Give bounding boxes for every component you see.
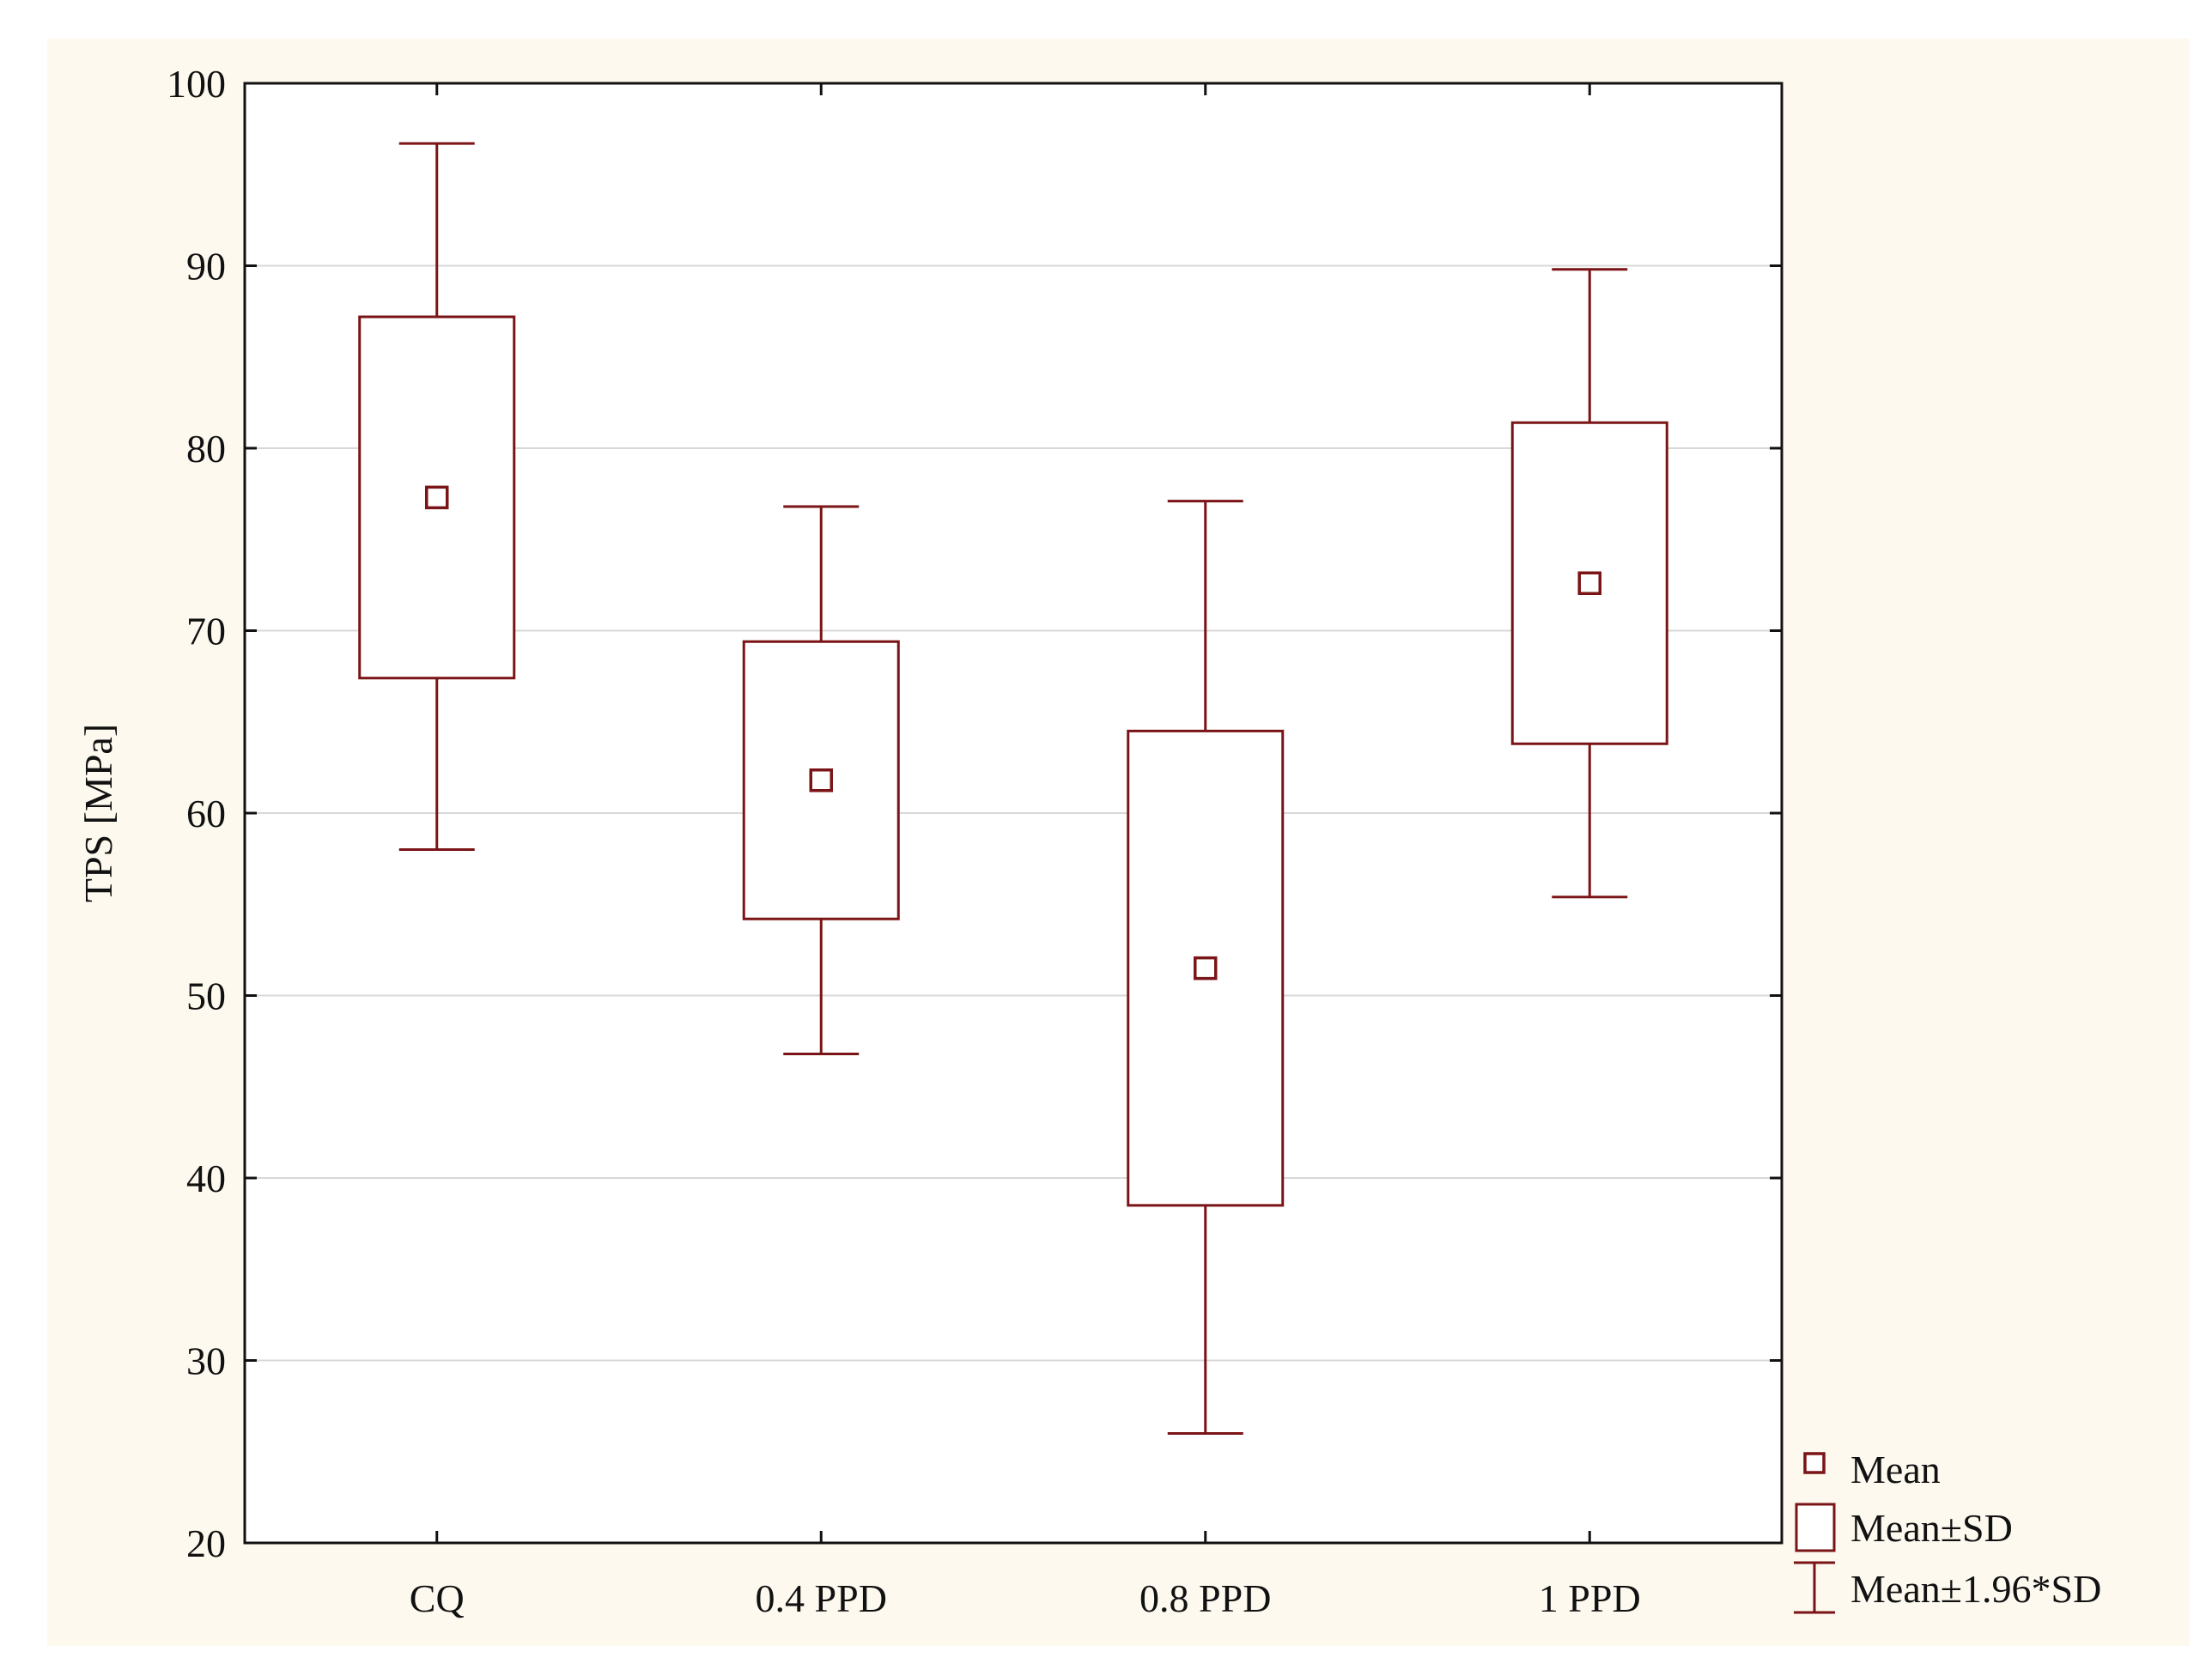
y-tick-label-40: 40 [186,1157,226,1200]
y-axis-label: TPS [MPa] [76,724,120,902]
axes: 20 30 40 50 60 70 80 90 100 CQ 0.4 PPD 0.8 PPD 1 PPD [167,62,1782,1620]
legend-mean-icon [1803,1452,1826,1474]
legend-sd-icon [1795,1503,1836,1552]
mean-marker-1 [809,768,833,792]
x-tick-label-2: 0.8 PPD [1139,1576,1271,1620]
mean-marker-0 [425,485,449,510]
box-group-0 [358,142,516,851]
y-tick-label-30: 30 [186,1339,226,1383]
legend-ci-label: Mean±1.96*SD [1850,1567,2101,1611]
mean-marker-2 [1194,956,1218,981]
y-tick-label-70: 70 [186,610,226,653]
x-tick-label-0: CQ [410,1576,465,1620]
box-group-2 [1127,500,1285,1435]
box-series [358,142,1668,1435]
y-tick-label-90: 90 [186,245,226,288]
y-tick-label-20: 20 [186,1521,226,1565]
legend-sd-label: Mean±SD [1850,1506,2013,1550]
y-tick-label-50: 50 [186,975,226,1018]
x-tick-label-1: 0.4 PPD [756,1576,887,1620]
legend-mean-label: Mean [1850,1448,1941,1491]
box-group-1 [742,505,900,1055]
mean-marker-3 [1577,571,1601,595]
y-tick-label-60: 60 [186,792,226,835]
x-tick-label-3: 1 PPD [1539,1576,1641,1620]
y-tick-label-100: 100 [167,62,226,106]
box-group-3 [1510,268,1668,899]
y-tick-label-80: 80 [186,427,226,471]
legend: Mean Mean±SD Mean±1.96*SD [1794,1448,2101,1614]
